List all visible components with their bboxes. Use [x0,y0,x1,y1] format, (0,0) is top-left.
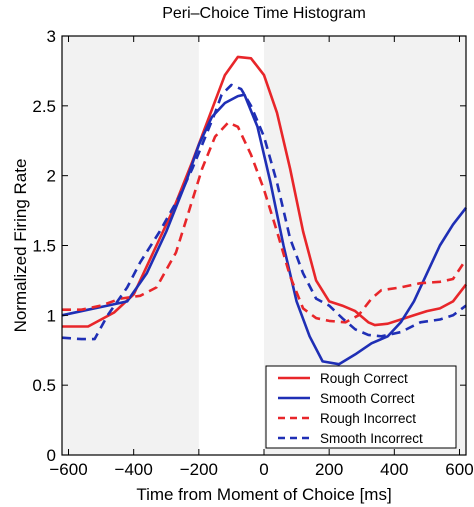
series-line-1 [61,93,468,366]
x-axis-label: Time from Moment of Choice [ms] [136,485,391,504]
x-tick-label: 400 [380,460,408,479]
legend-label: Rough Correct [320,371,408,386]
legend: Rough Correct Smooth Correct Rough Incorre… [265,365,457,449]
y-tick-label: 0 [47,446,56,465]
chart-title: Peri–Choice Time Histogram [162,5,366,22]
shaded-region-0 [62,36,199,455]
x-tick-label: −400 [115,460,153,479]
y-axis-label: Normalized Firing Rate [11,159,30,333]
y-tick-label: 1.5 [32,237,56,256]
legend-label: Smooth Incorrect [320,431,423,446]
series-line-3 [61,83,467,341]
series-line-2 [62,121,468,324]
series-lines [61,55,468,366]
legend-label: Rough Incorrect [320,411,416,426]
y-tick-label: 3 [47,27,56,46]
axis-ticks: −600 −400 −200 0 200 400 600 0 0.5 1 1.5 2 2.5 3 [32,27,473,479]
y-tick-label: 2.5 [32,97,56,116]
y-tick-label: 1 [47,306,56,325]
legend-box [265,365,457,449]
x-tick-label: 600 [445,460,473,479]
series-line-0 [62,55,468,328]
legend-label: Smooth Correct [320,391,415,406]
x-tick-label: 200 [315,460,343,479]
y-tick-label: 2 [47,167,56,186]
x-tick-label: −200 [180,460,218,479]
x-tick-label: 0 [259,460,268,479]
y-tick-label: 0.5 [32,376,56,395]
x-tick-label: −600 [49,460,87,479]
